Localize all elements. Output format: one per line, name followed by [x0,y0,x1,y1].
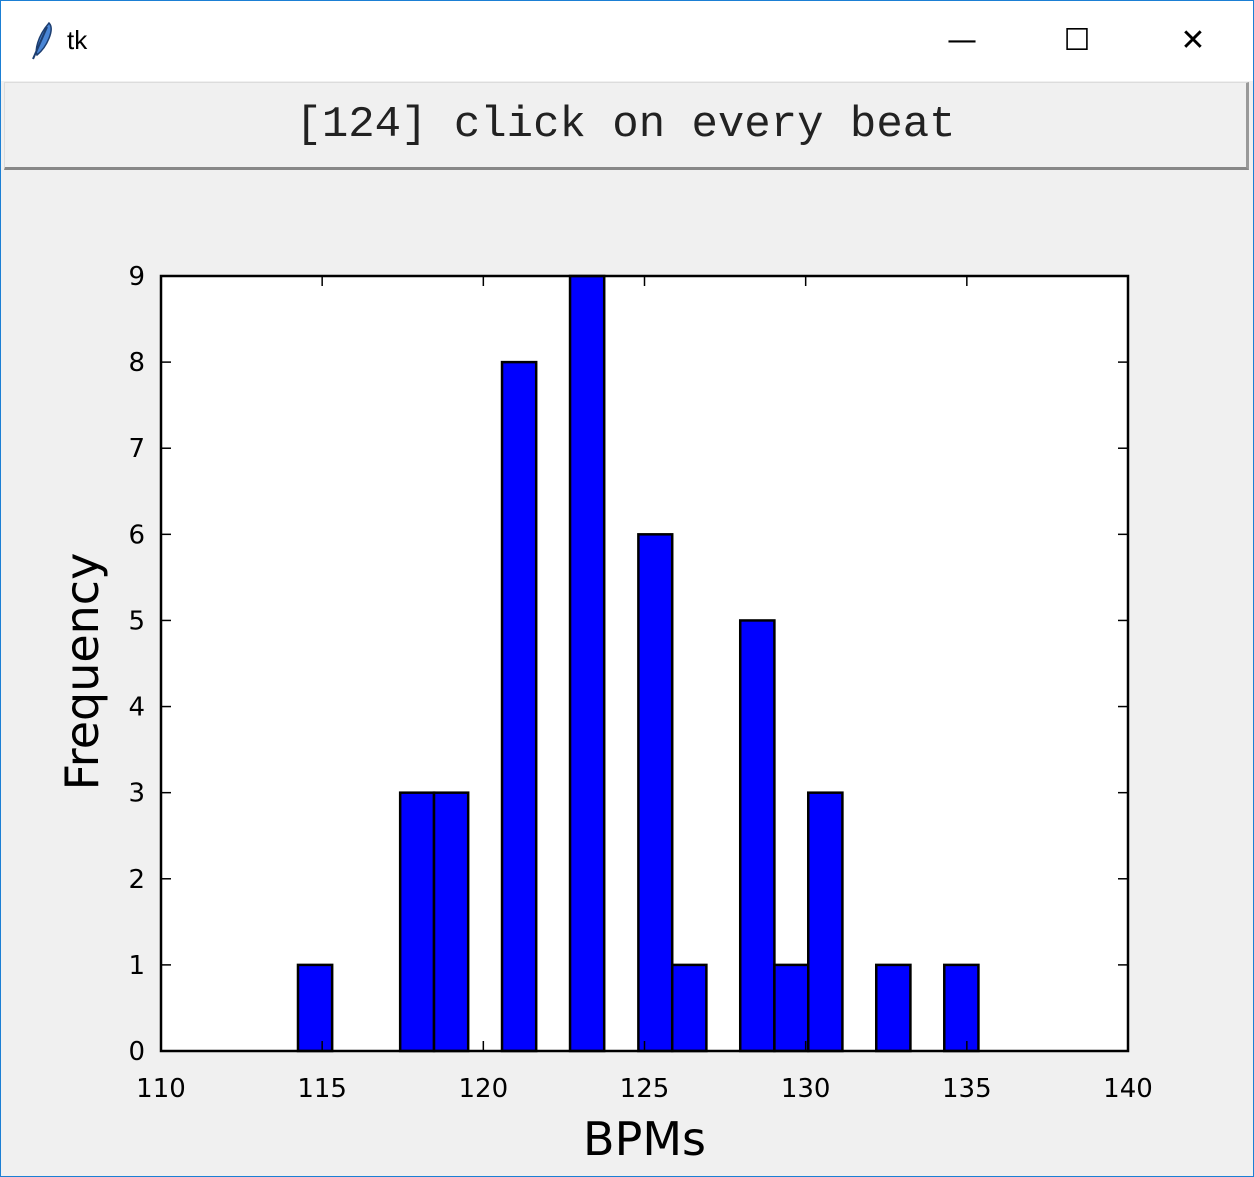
y-axis-label: Frequency [55,553,109,791]
histogram-bar [568,274,606,1053]
y-tick-label: 6 [128,520,145,550]
y-tick-label: 2 [128,865,145,895]
window-title: tk [67,25,88,55]
beat-click-button[interactable]: [124] click on every beat [4,82,1249,170]
histogram-bar [806,791,844,1053]
close-button[interactable]: ✕ [1180,22,1206,58]
histogram-bar [296,963,334,1053]
y-tick-label: 7 [128,434,145,464]
x-tick-label: 110 [136,1074,186,1104]
histogram-bar [432,791,470,1053]
histogram-bar [398,791,436,1053]
x-axis-label: BPMs [583,1112,706,1166]
histogram-bar [738,619,776,1053]
y-tick-label: 0 [128,1037,145,1067]
x-tick-label: 130 [781,1074,831,1104]
y-tick-label: 3 [128,779,145,809]
y-tick-label: 5 [128,606,145,636]
y-tick-label: 4 [128,693,145,723]
x-tick-label: 115 [297,1074,347,1104]
x-tick-label: 120 [459,1074,509,1104]
histogram-bar [773,963,810,1053]
histogram-bar [500,360,538,1053]
histogram-bar [943,963,980,1053]
histogram-bar [670,963,708,1053]
y-tick-label: 8 [128,348,145,378]
x-tick-label: 125 [620,1074,670,1104]
minimize-button[interactable]: — [947,22,977,58]
feather-icon [32,21,52,60]
title-bar: tk — ☐ ✕ [1,1,1253,81]
maximize-button[interactable]: ☐ [1063,22,1091,58]
histogram-bar [875,963,912,1053]
y-tick-label: 9 [128,262,145,292]
x-tick-label: 140 [1103,1074,1153,1104]
y-tick-label: 1 [128,951,145,981]
histogram-bar [637,533,674,1053]
x-tick-label: 135 [942,1074,992,1104]
